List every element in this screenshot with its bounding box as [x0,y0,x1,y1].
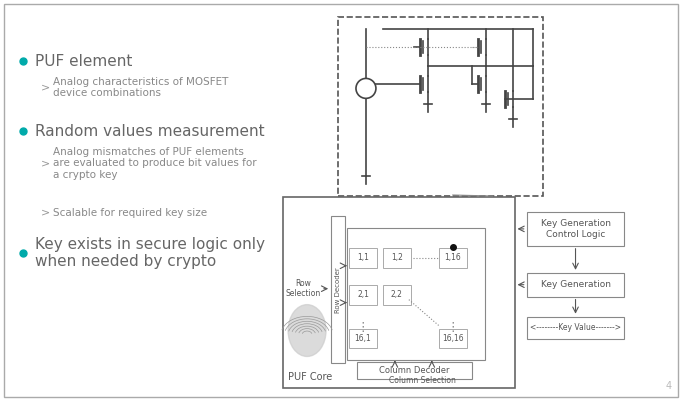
Text: <--------Key Value------->: <--------Key Value-------> [530,323,621,332]
Text: PUF Core: PUF Core [288,373,332,383]
Bar [349,248,377,268]
Text: Row
Selection: Row Selection [286,279,321,298]
Text: 1,1: 1,1 [357,253,369,262]
Text: >: > [41,208,50,218]
Text: Column Selection: Column Selection [389,377,456,385]
Text: PUF element: PUF element [35,54,132,69]
Text: 2,2: 2,2 [391,290,403,299]
Text: 16,16: 16,16 [442,334,464,343]
Text: 4: 4 [665,381,671,391]
Text: Key Generation
Control Logic: Key Generation Control Logic [541,219,610,239]
Bar [347,228,485,360]
Text: 1,2: 1,2 [391,253,403,262]
Text: Random values measurement: Random values measurement [35,124,264,139]
Text: 1,16: 1,16 [445,253,461,262]
Bar [527,317,625,338]
Text: Row Decoder: Row Decoder [335,267,341,312]
Text: ⋮: ⋮ [357,321,369,334]
Bar [383,248,411,268]
Text: >: > [41,82,50,92]
Text: Key exists in secure logic only
when needed by crypto: Key exists in secure logic only when nee… [35,237,265,269]
Bar [331,216,345,363]
Text: ⋮: ⋮ [447,321,459,334]
Bar [357,363,472,379]
Bar [283,197,515,388]
Text: Analog mismatches of PUF elements
are evaluated to produce bit values for
a cryp: Analog mismatches of PUF elements are ev… [53,146,256,180]
Bar [349,285,377,305]
Circle shape [356,79,376,98]
Bar [338,16,543,196]
Bar [349,328,377,348]
Text: Column Decoder: Column Decoder [379,367,449,375]
Bar [439,248,466,268]
Text: Analog characteristics of MOSFET
device combinations: Analog characteristics of MOSFET device … [53,77,228,98]
Text: >: > [41,158,50,168]
Text: 2,1: 2,1 [357,290,369,299]
Bar [383,285,411,305]
Text: Scalable for required key size: Scalable for required key size [53,208,207,218]
Ellipse shape [288,305,326,356]
Bar [527,212,625,246]
Bar [527,273,625,297]
Text: Key Generation: Key Generation [541,280,610,289]
Text: 16,1: 16,1 [355,334,371,343]
Bar [439,328,466,348]
